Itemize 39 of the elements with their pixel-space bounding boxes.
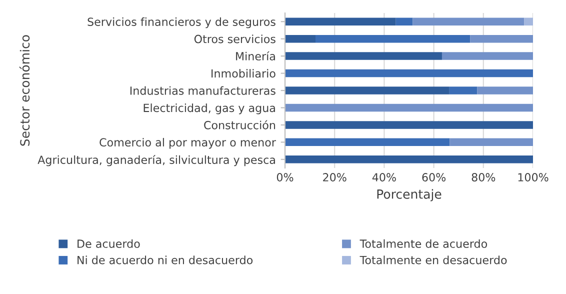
- bar: [477, 86, 533, 94]
- bar: [285, 18, 396, 26]
- bar: [450, 138, 533, 146]
- bar: [285, 69, 533, 78]
- x-tick-label: 40%: [372, 173, 396, 182]
- y-tick-label: Comercio al por mayor o menor: [100, 138, 276, 149]
- bar: [285, 121, 533, 129]
- x-tick-label: 80%: [472, 173, 496, 182]
- y-tick-label: Electricidad, gas y agua: [144, 104, 275, 114]
- y-tick-label: Inmobiliario: [212, 69, 276, 78]
- bar: [470, 34, 533, 43]
- legend-label: De acuerdo: [78, 239, 140, 248]
- x-tick-label: 100%: [518, 173, 548, 182]
- bar: [285, 34, 316, 43]
- legend-label: Ni de acuerdo ni en desacuerdo: [78, 256, 253, 264]
- bar: [285, 52, 442, 60]
- bar: [316, 34, 470, 43]
- y-tick-label: Otros servicios: [194, 34, 276, 44]
- bar: [449, 86, 478, 94]
- bar: [285, 138, 450, 146]
- bar: [396, 18, 413, 26]
- y-axis-title: Sector económico: [19, 35, 30, 146]
- x-tick-label: 0%: [276, 173, 294, 182]
- x-tick-label: 60%: [422, 173, 446, 182]
- legend-label: Totalmente de acuerdo: [360, 239, 488, 248]
- y-tick-label: Construcción: [204, 120, 276, 130]
- legend-label: Totalmente en desacuerdo: [360, 256, 507, 264]
- y-tick-label: Industrias manufactureras: [130, 86, 276, 95]
- bar: [524, 18, 533, 26]
- y-tick-label: Agricultura, ganadería, silvicultura y pesca: [38, 154, 275, 166]
- bar: [285, 86, 450, 94]
- bar: [285, 104, 533, 112]
- bar: [412, 18, 524, 26]
- y-tick-label: Minería: [236, 51, 275, 60]
- bar: [442, 52, 533, 60]
- x-tick-label: 20%: [323, 173, 346, 182]
- bar: [285, 156, 533, 164]
- x-axis-title: Porcentaje: [377, 189, 442, 202]
- y-tick-label: Servicios financieros y de seguros: [88, 17, 276, 28]
